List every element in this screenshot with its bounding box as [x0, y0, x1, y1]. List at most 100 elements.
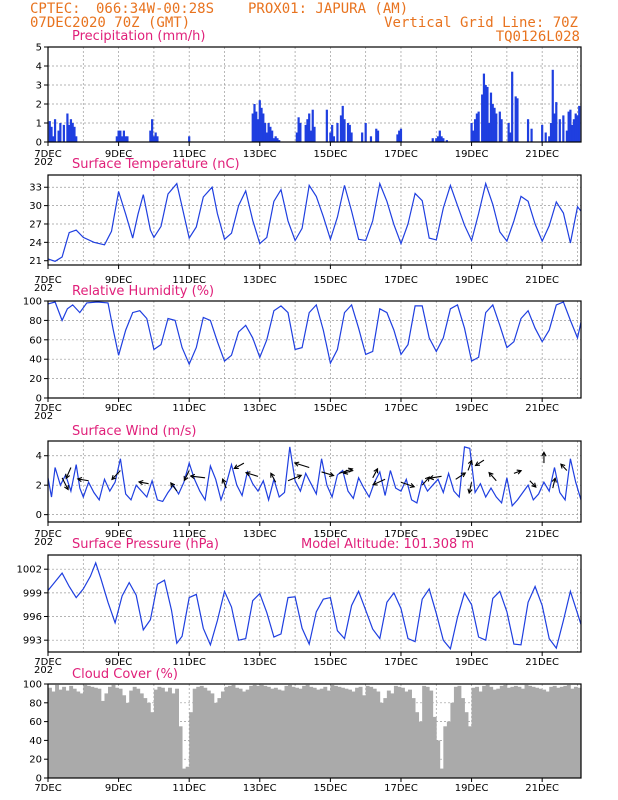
- cloud-bar: [563, 685, 568, 778]
- x-tick-label: 13DEC: [243, 529, 277, 540]
- panel-frame: [47, 683, 582, 779]
- precip-bar: [431, 138, 434, 142]
- y-tick-label: 999: [23, 588, 42, 599]
- x-tick-label: 9DEC: [105, 403, 132, 414]
- precip-bar: [66, 113, 69, 142]
- precip-bar: [544, 132, 547, 142]
- cloud-bar: [379, 702, 384, 778]
- wind-vector: [170, 482, 178, 492]
- cloud-bar: [552, 685, 557, 778]
- wind-vector-shaft: [183, 470, 190, 481]
- x-tick-label: 13DEC: [243, 403, 277, 414]
- wind-vector-head: [76, 476, 83, 483]
- wind-vector: [65, 467, 72, 480]
- wind-vector-shaft: [372, 468, 379, 479]
- cloud-bar: [249, 685, 254, 778]
- cloud-bar: [520, 688, 525, 778]
- x-tick-label: 17DEC: [384, 275, 418, 286]
- precip-bar: [399, 128, 403, 142]
- precip-bar: [576, 115, 579, 142]
- precip-bar: [553, 113, 556, 142]
- cloud-bar: [295, 687, 300, 778]
- wind-vector: [372, 478, 386, 486]
- precip-bar: [115, 136, 118, 142]
- cloud-bar: [337, 686, 342, 778]
- precip-bar: [364, 123, 367, 142]
- x-tick-label: 7DEC: [34, 657, 61, 668]
- precip-bar: [369, 136, 373, 142]
- panel-frame: [47, 300, 582, 399]
- cloud-bar: [143, 698, 148, 778]
- cloud-bar: [302, 685, 307, 778]
- wind-vector-head: [428, 474, 434, 481]
- cloud-bar: [139, 693, 144, 778]
- y-tick-label: 27: [29, 219, 42, 230]
- header-grid-line: Vertical Grid Line: 70Z: [384, 15, 578, 31]
- cloud-bar: [415, 712, 420, 778]
- wind-vector: [400, 481, 416, 489]
- cloud-bar: [192, 688, 197, 778]
- precip-bar: [514, 96, 517, 142]
- cloud-bar: [510, 686, 515, 778]
- wind-vector-head: [221, 478, 227, 484]
- wind-vector: [342, 469, 354, 475]
- x-tick-label: 19DEC: [455, 275, 489, 286]
- cloud-bar: [58, 689, 63, 778]
- wind-vector-shaft: [400, 481, 415, 488]
- cloud-bar: [482, 685, 487, 778]
- cloud-bar: [549, 686, 554, 778]
- precip-bar: [122, 130, 125, 142]
- precip-bar: [260, 107, 263, 142]
- wind-vector: [76, 476, 89, 483]
- cloud-bar: [213, 702, 218, 778]
- cloud-bar: [136, 688, 141, 778]
- y-tick-label: 0: [36, 510, 42, 521]
- x-tick-label: 15DEC: [314, 657, 348, 668]
- wind-vector-head: [170, 482, 176, 488]
- precip-bar: [272, 138, 276, 142]
- precip-bar: [516, 98, 519, 142]
- cloud-bar: [517, 686, 522, 778]
- cloud-bar: [83, 684, 88, 778]
- precip-bar: [269, 126, 272, 142]
- x-tick-label: 19DEC: [455, 783, 489, 794]
- wind-vector-shaft: [138, 481, 149, 485]
- cloud-bar: [453, 686, 458, 778]
- cloud-bar: [280, 690, 285, 778]
- cloud-bar: [266, 686, 271, 778]
- cloud-bar: [386, 690, 391, 778]
- cloud-bar: [475, 686, 480, 778]
- cloud-bar: [72, 688, 77, 778]
- wind-vector: [137, 479, 149, 486]
- precip-bar: [509, 132, 512, 142]
- cloud-bar: [210, 693, 215, 778]
- wind-vector: [541, 451, 547, 464]
- precip-bar: [329, 132, 332, 142]
- precip-bar: [346, 123, 350, 142]
- cloud-bar: [228, 685, 232, 778]
- wind-vector: [455, 472, 467, 480]
- cloud-bar: [340, 687, 345, 778]
- wind-vector-shaft: [170, 482, 178, 492]
- precip-bar: [398, 130, 401, 142]
- wind-vector-shaft: [222, 478, 227, 489]
- wind-vector: [183, 470, 190, 482]
- precip-bar: [495, 113, 498, 142]
- x-tick-label: 17DEC: [384, 149, 418, 160]
- cloud-bar: [231, 684, 236, 778]
- cloud-bar: [496, 688, 501, 778]
- cloud-bar: [372, 688, 377, 778]
- cloud-bar: [450, 702, 455, 778]
- cloud-bar: [108, 686, 112, 778]
- wind-vector-head: [474, 461, 481, 467]
- cloud-bar: [531, 686, 536, 778]
- wind-vector-head: [560, 463, 566, 469]
- wind-vector: [529, 480, 537, 488]
- precip-bar: [263, 123, 267, 142]
- wind-vector: [560, 463, 568, 471]
- y-tick-label: 993: [23, 636, 42, 647]
- y-tick-label: 60: [29, 335, 42, 346]
- cloud-bar: [393, 685, 398, 778]
- wind-vector: [244, 471, 259, 477]
- wind-vector-head: [541, 451, 547, 457]
